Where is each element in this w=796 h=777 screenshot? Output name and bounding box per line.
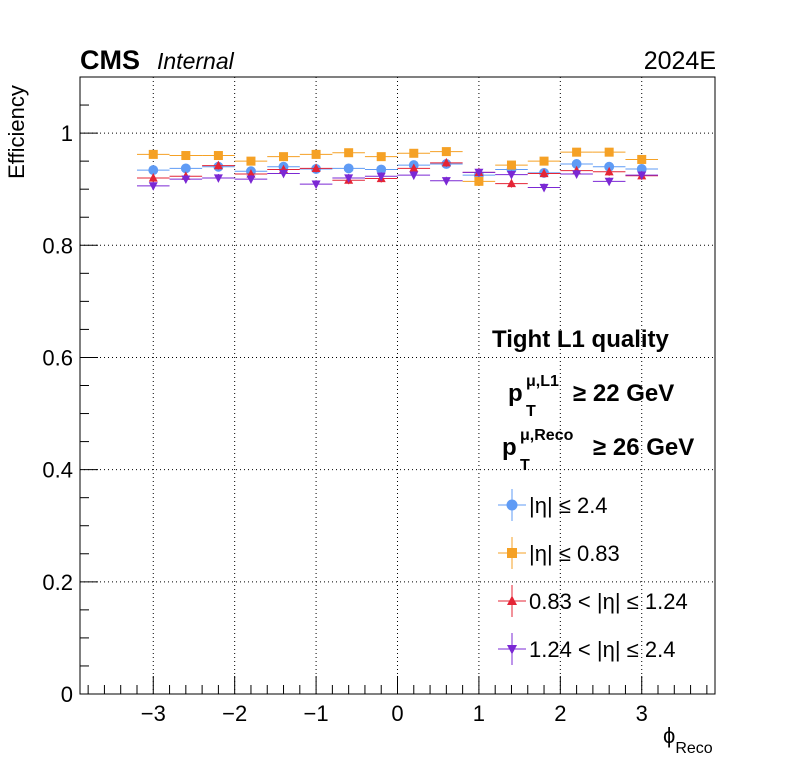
x-tick-label: 1: [473, 701, 485, 726]
data-point: [181, 175, 191, 185]
reco-pt-symbol: p: [502, 434, 517, 461]
data-point: [409, 148, 419, 158]
y-axis-label: Efficiency: [4, 85, 29, 179]
y-tick-label: 0.4: [42, 458, 73, 483]
data-point: [441, 177, 451, 186]
grid-lines: [80, 77, 715, 695]
status-label: Internal: [157, 48, 235, 74]
l1-pt-cut: ≥ 22 GeV: [573, 380, 674, 407]
data-point: [571, 158, 582, 169]
reco-pt-superscript: μ,Reco: [520, 427, 574, 444]
data-point: [311, 163, 321, 173]
tick-labels: −3 −2 −1 0 1 2 3 0 0.2 0.4 0.6 0.8 1: [42, 121, 647, 726]
data-point: [148, 149, 158, 159]
data-point: [148, 182, 158, 191]
legend-label: 0.83 < |η| ≤ 1.24: [529, 589, 688, 614]
reco-pt-cut: ≥ 26 GeV: [593, 434, 694, 461]
x-tick-label: −2: [222, 701, 247, 726]
data-point: [279, 169, 289, 179]
legend-entry-0: |η| ≤ 2.4: [498, 489, 608, 521]
series-1: [136, 147, 659, 186]
data-points: [136, 147, 659, 193]
x-tick-label: −1: [304, 701, 329, 726]
data-point: [539, 156, 549, 166]
data-point: [344, 174, 354, 183]
l1-pt-subscript: T: [526, 403, 536, 420]
x-tick-label: −3: [141, 701, 166, 726]
legend-label: |η| ≤ 2.4: [529, 493, 608, 518]
series-3: [136, 168, 659, 193]
data-point: [409, 163, 419, 173]
y-tick-label: 0: [61, 682, 73, 707]
x-tick-label: 0: [391, 701, 403, 726]
data-point: [636, 164, 647, 174]
data-point: [441, 147, 451, 157]
data-point: [343, 163, 354, 174]
legend-entry-2: 0.83 < |η| ≤ 1.24: [498, 585, 688, 617]
data-point: [604, 161, 615, 172]
data-point: [539, 183, 549, 193]
y-tick-label: 0.8: [42, 233, 73, 258]
data-point: [637, 154, 647, 164]
legend-marker: [507, 548, 517, 558]
data-point: [506, 178, 516, 188]
data-point: [572, 147, 582, 157]
era-label: 2024E: [644, 47, 716, 75]
x-axis-label-sub: Reco: [675, 740, 712, 757]
data-point: [213, 160, 223, 170]
data-point: [311, 149, 321, 159]
data-point: [376, 172, 386, 182]
data-point: [376, 164, 387, 175]
data-point: [506, 170, 516, 180]
data-point: [441, 157, 451, 167]
legend-label: 1.24 < |η| ≤ 2.4: [529, 637, 675, 662]
data-point: [180, 163, 191, 174]
data-point: [604, 166, 614, 176]
data-point: [572, 170, 582, 179]
reco-pt-subscript: T: [520, 457, 530, 474]
data-point: [474, 176, 484, 186]
data-point: [148, 165, 159, 176]
data-point: [246, 175, 256, 185]
legend-marker: [507, 595, 517, 605]
data-point: [344, 148, 354, 158]
data-point: [213, 174, 223, 183]
data-point: [539, 168, 549, 178]
x-tick-label: 3: [636, 701, 648, 726]
data-point: [409, 171, 419, 181]
l1-pt-superscript: μ,L1: [526, 373, 559, 390]
data-point: [311, 180, 321, 190]
data-point: [148, 173, 158, 182]
legend-marker: [506, 499, 518, 511]
data-point: [604, 177, 614, 187]
legend-label: |η| ≤ 0.83: [529, 541, 620, 566]
data-point: [213, 151, 223, 161]
data-point: [604, 147, 614, 157]
x-axis-label-main: ϕ: [663, 723, 675, 748]
legend-entry-3: 1.24 < |η| ≤ 2.4: [498, 633, 675, 665]
quality-label: Tight L1 quality: [492, 326, 670, 353]
y-tick-label: 0.2: [42, 570, 73, 595]
legend-entry-1: |η| ≤ 0.83: [498, 537, 620, 569]
l1-pt-symbol: p: [508, 380, 523, 407]
data-point: [376, 152, 386, 162]
data-point: [637, 171, 647, 181]
data-point: [181, 151, 191, 161]
legend-marker: [507, 645, 517, 655]
x-tick-label: 2: [554, 701, 566, 726]
y-tick-label: 0.6: [42, 345, 73, 370]
plot-frame: [79, 76, 716, 695]
data-point: [246, 156, 256, 166]
x-axis-label: ϕReco: [663, 723, 713, 757]
legend: |η| ≤ 2.4 |η| ≤ 0.83 0.83 < |η| ≤ 1.24 1.24…: [498, 489, 688, 665]
data-point: [506, 160, 516, 170]
y-tick-label: 1: [61, 121, 73, 146]
experiment-label: CMS: [80, 45, 140, 75]
data-point: [279, 152, 289, 162]
data-point: [474, 168, 484, 178]
